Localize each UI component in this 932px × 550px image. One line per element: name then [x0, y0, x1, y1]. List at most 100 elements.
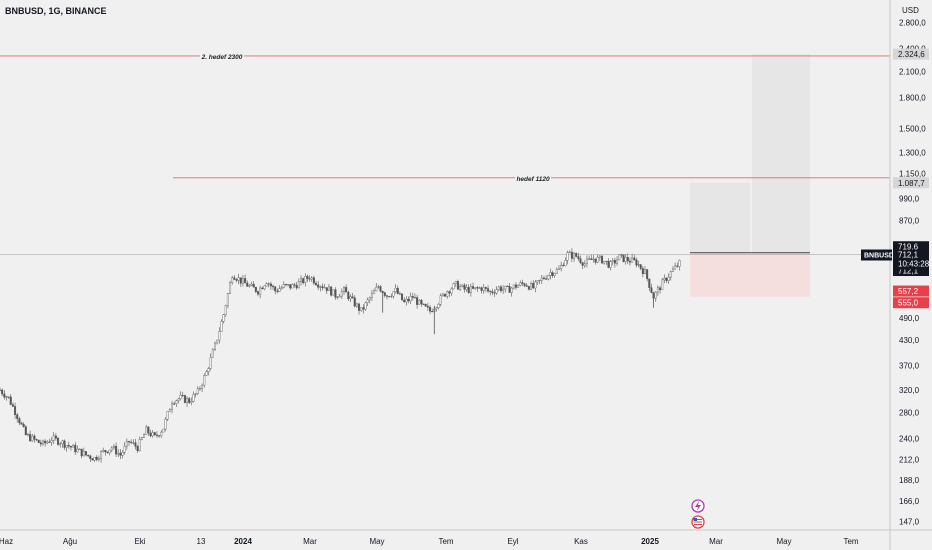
target2-zone[interactable]	[752, 54, 810, 253]
candle-body	[575, 253, 578, 257]
candle-body	[54, 435, 57, 439]
candle-body	[618, 254, 621, 261]
candle-body	[274, 286, 277, 292]
event-icons[interactable]	[691, 499, 705, 529]
candle-body	[601, 255, 604, 264]
candle-body	[650, 287, 653, 293]
lightning-event-icon[interactable]	[691, 499, 705, 513]
candle-body	[61, 440, 64, 444]
candle-body	[334, 289, 337, 298]
candle-body	[166, 411, 169, 420]
symbol-tag	[861, 249, 892, 261]
candle-body	[648, 278, 651, 288]
candle-body	[121, 452, 124, 456]
candle-body	[411, 296, 414, 298]
candle-body	[482, 287, 485, 291]
candle-body	[244, 278, 247, 284]
candle-body	[383, 292, 386, 296]
candle-body	[175, 400, 178, 405]
candle-body	[667, 276, 670, 281]
candle-body	[379, 286, 382, 292]
price-label-text: 712,1	[898, 267, 919, 276]
candle-body	[261, 287, 264, 290]
candle-body	[317, 284, 320, 288]
candle-body	[631, 257, 634, 263]
candle-body	[375, 286, 378, 292]
candle-body	[366, 299, 369, 303]
stop-zone[interactable]	[690, 252, 810, 297]
candle-body	[489, 290, 492, 292]
x-tick-label: Eki	[134, 537, 145, 546]
candle-body	[678, 260, 681, 267]
candle-body	[493, 292, 496, 294]
candle-body	[59, 443, 62, 445]
candle-body	[644, 269, 647, 274]
candle-body	[291, 284, 294, 289]
x-tick-label: Eyl	[507, 537, 518, 546]
candle-body	[431, 311, 434, 313]
y-tick-label: 1.300,0	[899, 149, 926, 158]
currency-label[interactable]: USD	[902, 6, 919, 15]
candle-body	[353, 297, 356, 307]
candle-body	[570, 251, 573, 259]
candle-body	[671, 268, 674, 272]
candle-body	[444, 293, 447, 297]
candle-body	[78, 448, 81, 450]
candle-body	[259, 287, 262, 295]
candle-body	[656, 287, 659, 293]
candle-body	[269, 283, 272, 287]
price-labels: 2.324,61.087,7719,6719,6712,1557,2555,0B…	[861, 48, 930, 309]
candle-body	[186, 398, 189, 403]
candle-body	[553, 272, 556, 276]
candle-body	[607, 260, 610, 268]
candle-body	[568, 251, 571, 253]
candle-body	[484, 287, 487, 289]
candle-body	[192, 394, 195, 402]
symbol-title: BNBUSD, 1G, BINANCE	[5, 6, 107, 16]
candle-body	[345, 287, 348, 293]
horizontal-lines[interactable]: 2. hedef 2300 hedef 1120	[0, 50, 890, 255]
candle-body	[132, 442, 135, 444]
candle-body	[336, 296, 339, 298]
candle-body	[125, 441, 128, 447]
candle-body	[136, 446, 139, 452]
candle-body	[502, 288, 505, 292]
candle-body	[179, 394, 182, 400]
candle-body	[512, 284, 515, 289]
candle-body	[308, 278, 311, 280]
candle-body	[89, 455, 92, 459]
candle-body	[168, 409, 171, 412]
us-flag-event-icon[interactable]	[691, 515, 705, 529]
candle-body	[585, 258, 588, 264]
price-label-box	[893, 285, 929, 297]
price-label-box	[893, 297, 929, 309]
target-line-label-bg	[200, 50, 244, 61]
candle-body	[95, 456, 98, 460]
candle-body	[177, 398, 180, 401]
candle-body	[1, 389, 4, 395]
candle-body	[87, 454, 90, 457]
candle-body	[413, 297, 416, 299]
y-tick-label: 990,0	[899, 195, 920, 204]
candle-body	[319, 286, 322, 288]
candle-body	[82, 451, 85, 457]
candle-body	[611, 260, 614, 262]
candle-body	[11, 404, 14, 407]
candle-body	[525, 285, 528, 287]
candle-body	[448, 291, 451, 294]
target-line-label-bg	[515, 172, 551, 183]
candle-body	[194, 393, 197, 395]
candle-body	[403, 299, 406, 303]
candle-body	[145, 426, 148, 435]
candle-body	[143, 434, 146, 438]
x-tick-label: Ağu	[63, 537, 77, 546]
candle-body	[276, 290, 279, 292]
price-label-box	[893, 241, 929, 253]
candle-body	[306, 276, 309, 279]
x-tick-label: 2024	[234, 537, 252, 546]
target1-zone[interactable]	[690, 182, 750, 253]
candle-body	[538, 279, 541, 281]
x-tick-label: May	[776, 537, 791, 546]
candle-body	[130, 441, 133, 443]
